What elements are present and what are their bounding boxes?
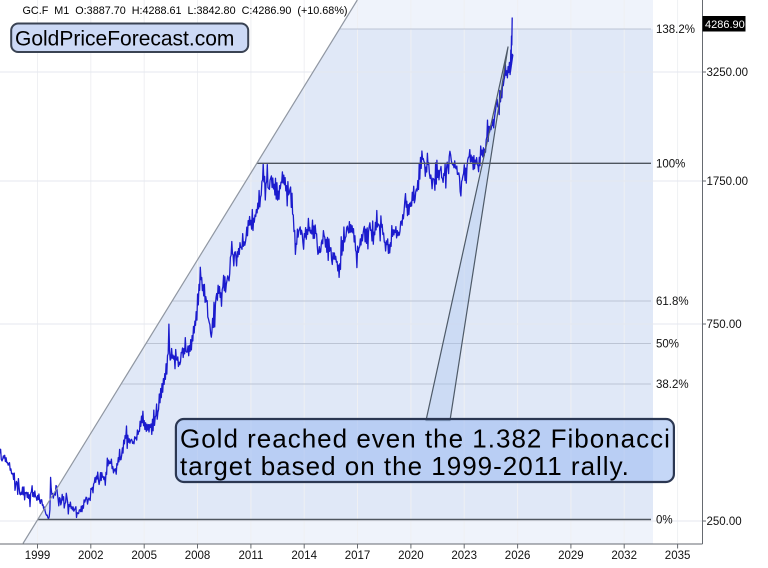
svg-text:38.2%: 38.2%: [656, 379, 689, 391]
svg-text:2023: 2023: [451, 550, 477, 562]
svg-text:4286.90: 4286.90: [705, 19, 745, 31]
svg-text:2005: 2005: [131, 550, 157, 562]
svg-text:2026: 2026: [505, 550, 531, 562]
svg-text:250.00: 250.00: [707, 516, 742, 528]
svg-text:2032: 2032: [611, 550, 637, 562]
svg-text:3250.00: 3250.00: [707, 67, 749, 79]
svg-text:GoldPriceForecast.com: GoldPriceForecast.com: [15, 28, 234, 51]
svg-text:750.00: 750.00: [707, 319, 742, 331]
svg-text:2017: 2017: [345, 550, 371, 562]
svg-text:2020: 2020: [398, 550, 424, 562]
svg-text:61.8%: 61.8%: [656, 296, 689, 308]
svg-text:2011: 2011: [239, 550, 264, 562]
svg-text:target based on the 1999-2011: target based on the 1999-2011 rally.: [180, 451, 630, 481]
svg-text:2002: 2002: [78, 550, 104, 562]
svg-text:Gold reached even the 1.382 Fi: Gold reached even the 1.382 Fibonacci: [180, 424, 671, 454]
svg-text:2008: 2008: [185, 550, 211, 562]
svg-text:2014: 2014: [291, 550, 317, 562]
svg-text:2035: 2035: [665, 550, 691, 562]
svg-text:1750.00: 1750.00: [707, 176, 749, 188]
svg-text:GC.F M1 O:3887.70 H:4288.61: GC.F M1 O:3887.70 H:4288.61 L:3842.80 C:…: [23, 5, 348, 17]
svg-text:50%: 50%: [656, 339, 679, 351]
svg-text:2029: 2029: [558, 550, 584, 562]
svg-text:100%: 100%: [656, 158, 685, 170]
svg-text:0%: 0%: [656, 515, 673, 527]
svg-text:1999: 1999: [25, 550, 51, 562]
svg-text:138.2%: 138.2%: [656, 24, 695, 36]
